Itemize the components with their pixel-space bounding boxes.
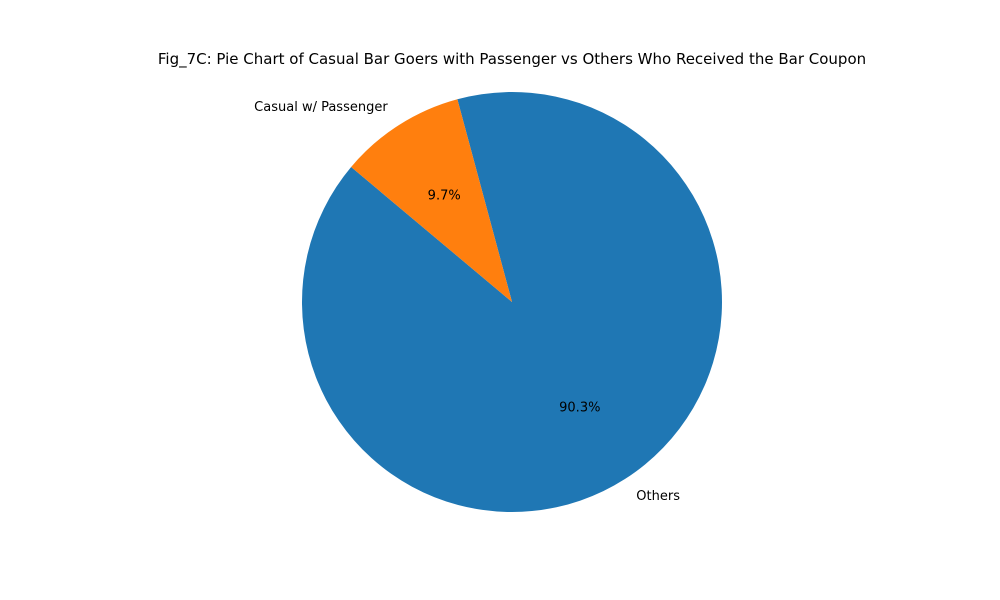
pie-slices	[301, 91, 722, 512]
chart-title: Fig_7C: Pie Chart of Casual Bar Goers wi…	[158, 50, 866, 69]
slice-percentage-label: 9.7%	[428, 188, 461, 203]
pie-slice-casual-with-passenger	[351, 99, 512, 302]
pie-slice-others	[301, 91, 722, 512]
pie-labels: Others 90.3% Casual w/ Passenger 9.7%	[254, 100, 680, 504]
slice-label: Casual w/ Passenger	[254, 100, 388, 115]
slice-percentage-label: 90.3%	[559, 401, 600, 416]
slice-label: Others	[636, 489, 680, 504]
